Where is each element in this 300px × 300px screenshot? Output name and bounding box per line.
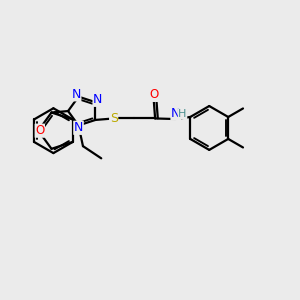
Text: O: O [149,88,158,101]
Text: H: H [178,109,187,119]
Text: N: N [171,107,180,120]
Text: S: S [110,112,118,125]
Text: N: N [71,88,81,101]
Text: N: N [74,121,83,134]
Text: O: O [35,124,44,137]
Text: N: N [93,93,103,106]
